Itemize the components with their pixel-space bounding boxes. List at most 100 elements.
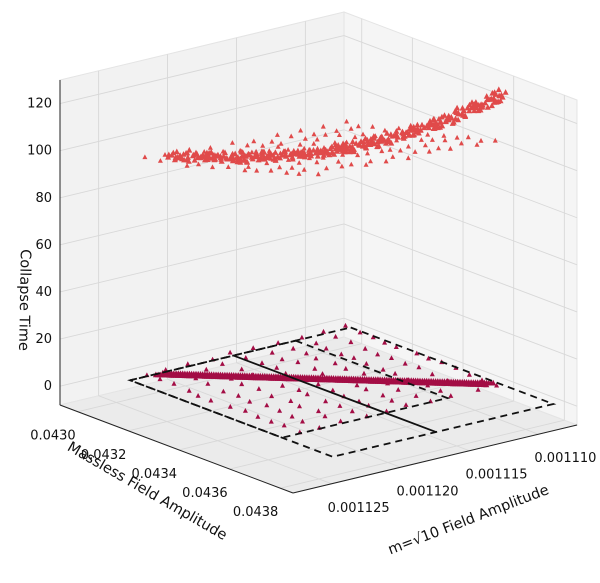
- data-point: [389, 397, 395, 403]
- data-point: [259, 360, 265, 365]
- x-axis-line: [59, 404, 294, 494]
- data-point: [419, 121, 425, 128]
- data-point: [384, 130, 390, 136]
- data-point: [268, 167, 274, 173]
- data-point: [352, 134, 358, 140]
- data-point: [426, 355, 431, 361]
- data-point: [426, 120, 433, 127]
- data-point: [344, 145, 351, 152]
- data-point: [281, 148, 288, 155]
- z-grid-left: [59, 270, 345, 340]
- data-point: [282, 153, 289, 159]
- data-point: [393, 131, 400, 137]
- data-point: [404, 128, 411, 135]
- data-point: [483, 381, 490, 388]
- data-point: [417, 126, 424, 133]
- data-point: [389, 355, 394, 360]
- data-point: [294, 147, 301, 154]
- x-tick-label: 0.0430: [30, 429, 76, 444]
- data-point: [321, 328, 326, 334]
- data-point: [301, 166, 307, 172]
- data-point: [272, 157, 279, 163]
- data-point: [185, 361, 191, 367]
- data-point: [265, 154, 272, 161]
- data-point: [454, 134, 460, 140]
- data-point: [290, 345, 296, 351]
- data-point: [343, 365, 349, 371]
- data-point: [314, 152, 321, 159]
- data-point: [458, 140, 464, 146]
- data-point: [239, 366, 245, 372]
- data-point: [337, 403, 343, 408]
- data-point: [395, 387, 401, 392]
- data-point: [343, 322, 348, 328]
- data-point: [256, 386, 262, 391]
- data-point: [444, 116, 450, 122]
- data-point: [296, 387, 302, 392]
- data-point: [312, 365, 318, 371]
- data-point: [210, 164, 215, 170]
- data-point: [441, 133, 447, 138]
- data-point: [495, 86, 502, 93]
- data-point: [393, 344, 399, 349]
- data-point: [447, 145, 453, 151]
- data-point: [397, 147, 403, 153]
- data-point: [335, 158, 341, 164]
- data-point: [363, 162, 369, 167]
- data-point: [277, 408, 283, 413]
- data-point: [492, 137, 498, 143]
- data-point: [335, 142, 342, 148]
- data-point: [157, 376, 163, 382]
- data-point: [494, 382, 500, 388]
- data-point: [448, 393, 454, 398]
- x-tick-label: 0.0432: [81, 448, 127, 463]
- x-tick-label: 0.0436: [182, 486, 228, 501]
- data-point: [320, 152, 327, 158]
- data-point: [248, 154, 255, 160]
- data-point: [348, 339, 354, 345]
- y-tick-label: 0.001120: [397, 484, 459, 499]
- data-point: [416, 364, 422, 370]
- data-point: [322, 146, 329, 153]
- data-point: [466, 107, 473, 114]
- z-grid-back: [343, 223, 578, 313]
- z-axis-title: Collapse Time: [15, 249, 33, 351]
- data-point: [295, 151, 302, 157]
- data-point: [357, 329, 363, 335]
- data-point: [353, 140, 360, 146]
- data-point: [498, 91, 505, 98]
- data-point: [436, 145, 441, 151]
- data-point: [284, 170, 290, 175]
- data-point: [483, 93, 490, 99]
- z-grid-back: [343, 176, 578, 266]
- data-point: [405, 143, 411, 149]
- data-point: [288, 133, 294, 139]
- data-point: [326, 151, 333, 158]
- data-point: [339, 145, 346, 152]
- data-point: [225, 164, 231, 169]
- data-point: [412, 149, 418, 154]
- data-point: [272, 149, 279, 155]
- data-point: [355, 152, 361, 158]
- data-point: [280, 382, 285, 388]
- data-point: [260, 143, 266, 148]
- z-grid-left: [59, 176, 345, 246]
- data-point: [233, 154, 240, 160]
- data-point: [502, 89, 509, 95]
- z-grid-back: [343, 317, 578, 407]
- y-grid-floor: [305, 345, 539, 435]
- data-point: [315, 381, 321, 387]
- data-point: [319, 148, 326, 155]
- inner-dashed-box: [127, 339, 451, 439]
- data-point: [211, 155, 218, 161]
- data-point: [394, 137, 400, 143]
- data-point: [227, 403, 233, 409]
- data-point: [186, 146, 193, 153]
- data-point: [269, 349, 275, 355]
- data-point: [490, 379, 497, 386]
- data-point: [275, 144, 281, 149]
- data-point: [254, 167, 260, 173]
- data-point: [474, 142, 480, 147]
